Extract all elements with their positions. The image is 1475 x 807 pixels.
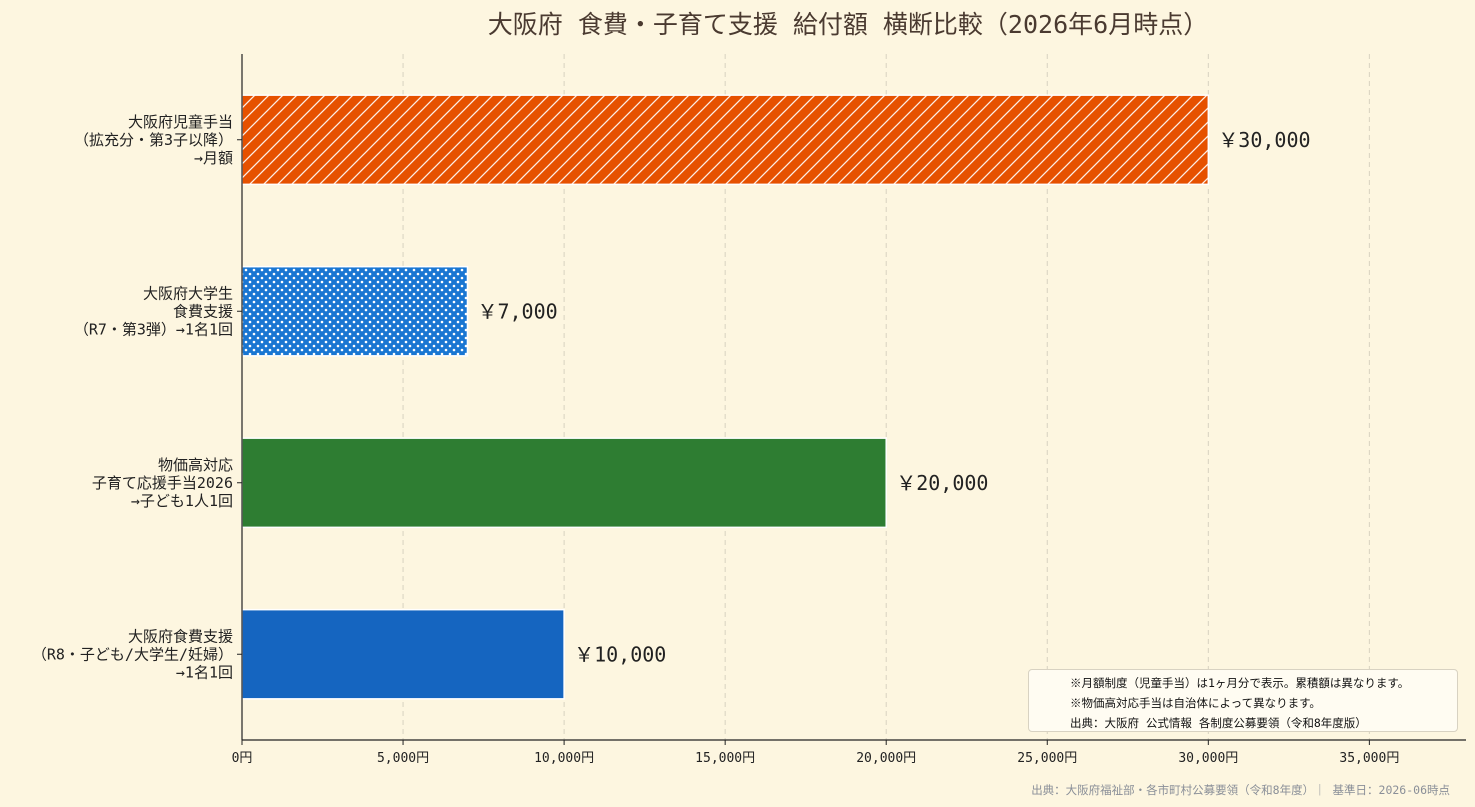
category-label-line: （R8・子ども/大学生/妊婦） xyxy=(32,645,233,663)
category-label-line: →月額 xyxy=(194,149,233,167)
category-label-line: →1名1回 xyxy=(176,663,233,681)
category-label: 大阪府食費支援（R8・子ども/大学生/妊婦）→1名1回 xyxy=(32,627,233,681)
x-tick-label: 30,000円 xyxy=(1178,751,1238,766)
category-label: 大阪府大学生食費支援（R7・第3弾）→1名1回 xyxy=(74,284,233,338)
note-line: ※月額制度（児童手当）は1ヶ月分で表示。累積額は異なります。 xyxy=(1070,676,1410,690)
bar-value-label: ￥30,000 xyxy=(1218,128,1310,152)
legend-notes-box: ※月額制度（児童手当）は1ヶ月分で表示。累積額は異なります。 ※物価高対応手当は… xyxy=(1028,669,1458,732)
category-label-line: 食費支援 xyxy=(173,302,233,320)
x-tick-label: 35,000円 xyxy=(1339,751,1399,766)
category-label-line: （R7・第3弾）→1名1回 xyxy=(74,320,233,338)
note-line: ※物価高対応手当は自治体によって異なります。 xyxy=(1070,696,1321,710)
category-label-line: →子ども1人1回 xyxy=(131,492,233,510)
bar-dot-pattern xyxy=(242,266,468,356)
category-label-line: 大阪府食費支援 xyxy=(128,627,233,645)
category-label-line: 物価高対応 xyxy=(158,456,233,474)
chart-title: 大阪府 食費・子育て支援 給付額 横断比較（2026年6月時点） xyxy=(488,10,1208,39)
bar-value-label: ￥10,000 xyxy=(574,642,666,666)
bar-value-label: ￥7,000 xyxy=(477,299,557,323)
x-tick-label: 25,000円 xyxy=(1017,751,1077,766)
x-tick-label: 5,000円 xyxy=(377,751,429,766)
x-tick-label: 20,000円 xyxy=(856,751,916,766)
category-label: 物価高対応子育て応援手当2026 →子ども1人1回 xyxy=(92,456,233,510)
bar xyxy=(241,437,887,529)
category-label-line: 大阪府児童手当 xyxy=(128,113,233,131)
x-tick-label: 10,000円 xyxy=(534,751,594,766)
bar-value-label: ￥20,000 xyxy=(896,471,988,495)
source-footer: 出典：大阪府福祉部・各市町村公募要領（令和8年度）｜ 基準日：2026-06時点 xyxy=(1031,783,1450,797)
x-tick-label: 0円 xyxy=(232,751,253,766)
x-tick-label: 15,000円 xyxy=(695,751,755,766)
category-label-line: （拡充分・第3子以降） xyxy=(74,131,233,149)
category-label: 大阪府児童手当（拡充分・第3子以降）→月額 xyxy=(74,113,233,167)
bar xyxy=(241,608,565,700)
bar-hatch-pattern xyxy=(242,95,1209,185)
category-label-line: 子育て応援手当2026 xyxy=(92,474,233,492)
note-line: 出典：大阪府 公式情報 各制度公募要領（令和8年度版） xyxy=(1070,716,1367,730)
category-label-line: 大阪府大学生 xyxy=(143,284,233,302)
